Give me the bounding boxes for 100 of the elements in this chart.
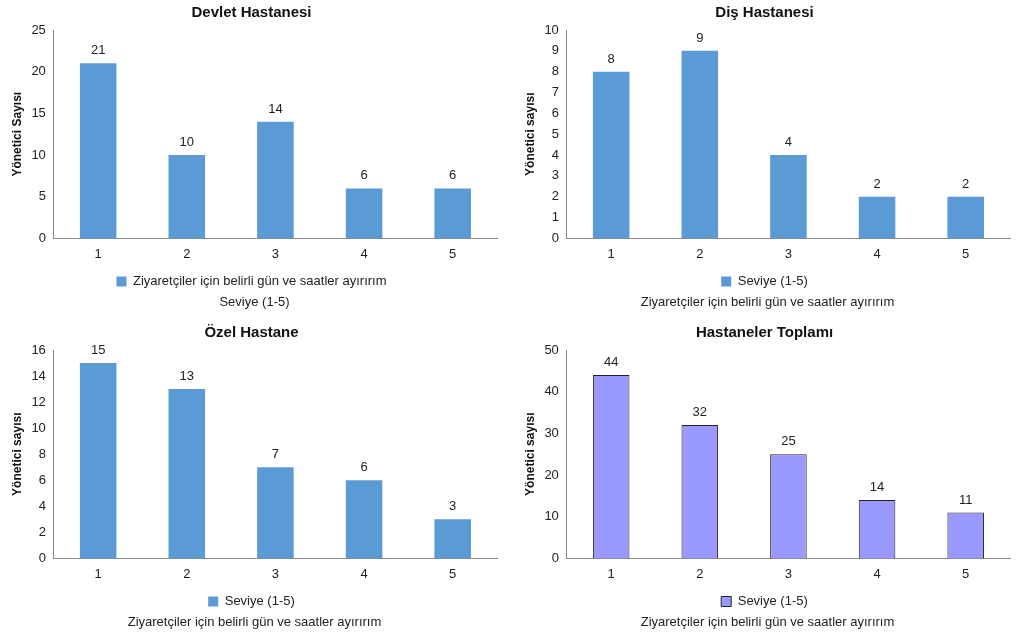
- chart-title: Hastaneler Toplamı: [695, 323, 834, 341]
- legend-label: Ziyaretçiler için belirli gün ve saatler ayırırım: [132, 273, 387, 289]
- data-label: 9: [696, 29, 704, 45]
- x-tick-label: 1: [94, 565, 102, 581]
- y-tick-label: 20: [31, 63, 46, 79]
- x-tick-label: 4: [360, 565, 368, 581]
- x-tick-label: 2: [696, 245, 704, 261]
- x-tick-label: 4: [873, 245, 881, 261]
- y-axis-title: Yönetici sayısı: [9, 412, 24, 496]
- bar: [858, 196, 896, 239]
- y-tick-label: 10: [31, 419, 46, 435]
- data-label: 13: [179, 368, 195, 384]
- y-tick-label: 2: [551, 188, 559, 204]
- bar: [592, 71, 630, 239]
- y-axis-title: Yönetici sayısı: [522, 92, 537, 176]
- bar: [168, 389, 206, 559]
- y-tick-label: 3: [551, 167, 559, 183]
- y-tick-label: 0: [551, 229, 559, 245]
- data-label: 14: [268, 100, 283, 116]
- data-label: 14: [869, 479, 885, 495]
- x-tick-label: 2: [696, 565, 704, 581]
- data-label: 2: [962, 175, 970, 191]
- x-tick-label: 2: [183, 245, 191, 261]
- x-tick-label: 5: [449, 245, 457, 261]
- y-tick-label: 40: [544, 383, 559, 399]
- bar: [79, 363, 117, 559]
- data-label: 21: [90, 42, 106, 58]
- y-tick-label: 25: [31, 21, 46, 37]
- data-label: 8: [607, 50, 615, 66]
- x-tick-label: 4: [873, 565, 881, 581]
- x-tick-label: 2: [183, 565, 191, 581]
- bar: [345, 480, 383, 559]
- x-axis-title: Seviye (1-5): [218, 294, 291, 309]
- data-label: 3: [449, 498, 457, 514]
- y-tick-label: 20: [544, 466, 559, 482]
- y-tick-label: 8: [551, 63, 559, 79]
- x-tick-label: 1: [94, 245, 102, 261]
- x-tick-label: 4: [360, 245, 368, 261]
- y-tick-label: 6: [38, 471, 46, 487]
- data-label: 6: [360, 459, 368, 475]
- y-tick-label: 8: [38, 445, 46, 461]
- y-tick-label: 4: [551, 146, 559, 162]
- y-tick-label: 15: [31, 104, 46, 120]
- x-tick-label: 3: [784, 245, 793, 261]
- data-label: 11: [958, 491, 973, 507]
- y-tick-label: 6: [551, 104, 559, 120]
- bar: [168, 155, 206, 239]
- x-tick-label: 5: [962, 245, 970, 261]
- y-tick-label: 10: [544, 508, 559, 524]
- chart-title: Özel Hastane: [204, 323, 299, 341]
- x-tick-label: 3: [784, 565, 793, 581]
- bar: [257, 467, 294, 559]
- y-tick-label: 0: [38, 549, 46, 565]
- bar: [434, 519, 471, 559]
- data-label: 6: [360, 167, 368, 183]
- y-tick-label: 1: [551, 209, 559, 225]
- y-tick-label: 14: [31, 367, 46, 383]
- x-tick-label: 3: [271, 565, 280, 581]
- y-axis-title: Yönetici sayısı: [522, 412, 537, 496]
- x-tick-label: 1: [607, 245, 615, 261]
- legend-label: Seviye (1-5): [224, 593, 295, 609]
- bar: [79, 63, 117, 239]
- bar: [345, 188, 383, 239]
- data-label: 6: [449, 167, 457, 183]
- y-tick-label: 10: [31, 146, 46, 162]
- y-tick-label: 30: [544, 424, 559, 440]
- bar: [947, 196, 984, 239]
- bar: [257, 121, 294, 239]
- data-label: 2: [873, 175, 881, 191]
- y-tick-label: 12: [31, 393, 46, 409]
- bar: [681, 50, 719, 239]
- y-tick-label: 50: [544, 341, 559, 357]
- x-tick-label: 3: [271, 245, 280, 261]
- bar: [434, 188, 471, 239]
- data-label: 4: [784, 134, 793, 150]
- bar: [770, 155, 807, 239]
- y-axis-title: Yönetici Sayısı: [9, 91, 24, 177]
- data-label: 25: [781, 433, 796, 449]
- y-tick-label: 10: [544, 21, 559, 37]
- chart-title: Diş Hastanesi: [715, 3, 814, 21]
- y-tick-label: 7: [551, 84, 559, 100]
- x-tick-label: 5: [962, 565, 970, 581]
- y-tick-label: 4: [38, 497, 46, 513]
- y-tick-label: 0: [551, 549, 559, 565]
- y-tick-label: 0: [38, 229, 46, 245]
- y-tick-label: 5: [38, 188, 46, 204]
- data-label: 7: [271, 446, 280, 462]
- data-label: 32: [692, 404, 708, 420]
- y-tick-label: 5: [551, 125, 559, 141]
- x-tick-label: 1: [607, 565, 615, 581]
- y-tick-label: 9: [551, 42, 559, 58]
- legend-label: Seviye (1-5): [737, 273, 808, 289]
- x-axis-title: Ziyaretçiler için belirli gün ve saatler ayırırım: [639, 614, 896, 629]
- y-tick-label: 2: [38, 523, 46, 539]
- data-label: 10: [179, 134, 195, 150]
- chart-title: Devlet Hastanesi: [191, 3, 312, 21]
- data-label: 15: [90, 342, 106, 358]
- data-label: 44: [603, 354, 619, 370]
- x-axis-title: Ziyaretçiler için belirli gün ve saatler ayırırım: [639, 294, 896, 309]
- legend-label: Seviye (1-5): [737, 593, 808, 609]
